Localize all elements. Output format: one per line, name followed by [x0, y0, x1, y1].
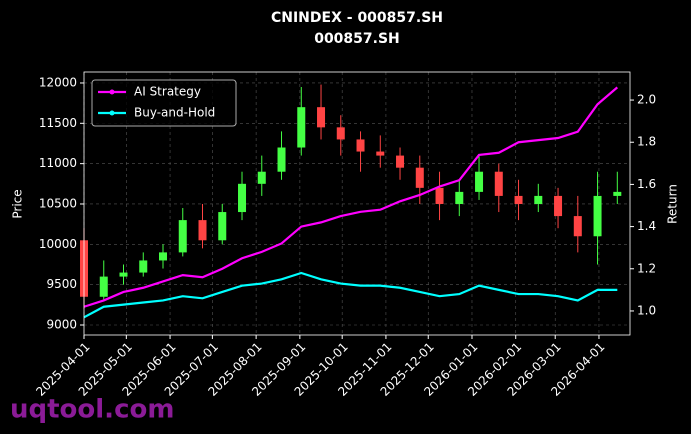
candle-body: [317, 107, 326, 128]
legend-label: Buy-and-Hold: [134, 106, 215, 120]
y-tick-label: 10500: [39, 196, 77, 210]
candle-body: [336, 127, 345, 140]
y-tick-label: 10000: [39, 237, 77, 251]
candle: [554, 187, 563, 229]
legend-marker: [109, 89, 115, 95]
candle-body: [297, 107, 306, 148]
candle-body: [238, 183, 247, 213]
line-series: [83, 271, 618, 319]
y2-tick-label: 1.2: [637, 261, 656, 275]
candle: [159, 244, 168, 269]
candle-body: [198, 220, 207, 241]
candle: [455, 179, 464, 217]
candle: [396, 147, 405, 180]
legend-marker: [109, 110, 115, 116]
candle-body: [396, 155, 405, 168]
candle: [435, 171, 444, 221]
candle-body: [257, 171, 266, 184]
candle: [514, 179, 523, 221]
y-tick-label: 9000: [46, 317, 77, 331]
candle: [613, 171, 622, 204]
plot-frame: [83, 71, 631, 336]
watermark: uqtool.com: [10, 395, 174, 425]
candle-body: [534, 195, 543, 204]
candle-body: [178, 220, 187, 253]
y2-tick-label: 2.0: [637, 93, 656, 107]
candle: [277, 131, 286, 180]
candle: [593, 171, 602, 265]
candle-body: [475, 171, 484, 192]
candle: [297, 87, 306, 156]
candle: [573, 195, 582, 253]
candle-body: [139, 260, 148, 273]
candle-body: [119, 272, 128, 277]
candle-body: [159, 252, 168, 261]
candle: [198, 203, 207, 249]
candle-body: [514, 195, 523, 204]
candle-body: [455, 191, 464, 204]
candle: [238, 171, 247, 221]
candle: [178, 208, 187, 257]
y-tick-label: 12000: [39, 75, 77, 89]
candle: [257, 155, 266, 196]
candle-body: [415, 167, 424, 188]
y-axis-label: Price: [11, 189, 25, 218]
y-tick-label: 9500: [46, 277, 77, 291]
candle-body: [593, 195, 602, 237]
candle: [99, 260, 108, 301]
candle: [336, 115, 345, 156]
y-tick-label: 11000: [39, 156, 77, 170]
candle-body: [277, 147, 286, 172]
y2-tick-label: 1.6: [637, 177, 656, 191]
candle: [119, 264, 128, 285]
candle-body: [435, 187, 444, 204]
chart-subtitle: 000857.SH: [314, 31, 400, 47]
y2-tick-label: 1.0: [637, 303, 656, 317]
candle-body: [494, 171, 503, 196]
candle-body: [613, 191, 622, 196]
candle: [317, 84, 326, 140]
legend-box: [91, 79, 237, 127]
candle: [494, 163, 503, 213]
chart-title: CNINDEX - 000857.SH: [271, 10, 443, 26]
y2-axis-label: Return: [666, 184, 680, 224]
legend-label: AI Strategy: [134, 85, 201, 99]
candle: [139, 252, 148, 277]
y2-tick-label: 1.8: [637, 135, 656, 149]
candle-body: [99, 276, 108, 297]
candle-body: [554, 195, 563, 217]
candle: [218, 203, 227, 245]
candle-body: [376, 151, 385, 156]
candle: [356, 131, 365, 172]
candle-body: [356, 139, 365, 152]
candle: [376, 135, 385, 168]
candle: [534, 183, 543, 213]
candle-body: [218, 212, 227, 241]
y-tick-label: 11500: [39, 116, 77, 130]
candle-body: [573, 216, 582, 237]
line-series: [83, 86, 619, 308]
y2-tick-label: 1.4: [637, 219, 656, 233]
candle: [475, 155, 484, 200]
